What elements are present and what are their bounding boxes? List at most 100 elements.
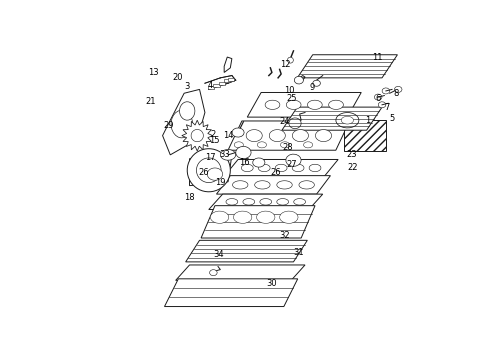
Polygon shape [292, 164, 304, 172]
Polygon shape [293, 130, 309, 141]
Polygon shape [228, 78, 234, 81]
Polygon shape [207, 168, 222, 180]
Polygon shape [308, 100, 322, 109]
Text: 3: 3 [185, 82, 190, 91]
Polygon shape [214, 84, 220, 87]
Polygon shape [343, 120, 386, 151]
Polygon shape [210, 270, 217, 276]
Polygon shape [234, 211, 252, 223]
Polygon shape [210, 211, 229, 223]
Polygon shape [394, 86, 402, 93]
Polygon shape [175, 265, 305, 280]
Polygon shape [329, 100, 343, 109]
Polygon shape [242, 164, 253, 172]
Polygon shape [191, 130, 203, 142]
Polygon shape [246, 130, 262, 141]
Polygon shape [374, 94, 382, 100]
Text: 33: 33 [219, 150, 229, 159]
Polygon shape [316, 130, 332, 141]
Polygon shape [257, 211, 275, 223]
Polygon shape [382, 88, 390, 94]
Polygon shape [182, 120, 213, 151]
Text: 13: 13 [148, 68, 159, 77]
Text: 25: 25 [287, 94, 297, 103]
Text: 20: 20 [172, 73, 183, 82]
Polygon shape [286, 100, 301, 109]
Polygon shape [228, 121, 350, 150]
Polygon shape [220, 149, 236, 160]
Polygon shape [265, 100, 280, 109]
Polygon shape [201, 206, 315, 238]
Text: 2: 2 [210, 130, 215, 139]
Polygon shape [304, 142, 313, 148]
Text: 32: 32 [279, 231, 290, 240]
Polygon shape [190, 155, 232, 186]
Polygon shape [224, 159, 338, 176]
Text: 1: 1 [365, 116, 370, 125]
Polygon shape [275, 164, 287, 172]
Text: 6: 6 [375, 94, 381, 103]
Polygon shape [277, 181, 292, 189]
Polygon shape [219, 82, 225, 85]
Polygon shape [243, 199, 255, 205]
Polygon shape [233, 181, 248, 189]
Text: 14: 14 [223, 131, 234, 140]
Text: 22: 22 [347, 163, 358, 172]
Polygon shape [277, 199, 289, 205]
Polygon shape [294, 76, 303, 84]
Polygon shape [260, 199, 271, 205]
Polygon shape [217, 176, 330, 194]
Text: 11: 11 [372, 53, 383, 62]
Polygon shape [165, 279, 298, 307]
Polygon shape [186, 240, 307, 262]
Polygon shape [236, 147, 251, 159]
Polygon shape [341, 116, 354, 124]
Text: 21: 21 [146, 97, 156, 106]
Polygon shape [288, 57, 294, 63]
Text: 5: 5 [390, 114, 394, 123]
Text: 28: 28 [283, 143, 294, 152]
Polygon shape [224, 80, 230, 82]
Text: 16: 16 [239, 158, 249, 167]
Polygon shape [299, 181, 315, 189]
Polygon shape [196, 158, 221, 183]
Polygon shape [255, 181, 270, 189]
Polygon shape [247, 93, 361, 117]
Polygon shape [257, 142, 267, 148]
Polygon shape [232, 128, 244, 137]
Text: 27: 27 [287, 160, 297, 169]
Polygon shape [208, 86, 214, 89]
Text: 12: 12 [280, 60, 291, 69]
Text: 23: 23 [347, 150, 357, 159]
Text: 15: 15 [209, 136, 220, 145]
Polygon shape [313, 80, 320, 86]
Polygon shape [286, 154, 301, 166]
Polygon shape [289, 118, 301, 129]
Polygon shape [209, 194, 323, 210]
Text: 9: 9 [309, 82, 315, 91]
Polygon shape [226, 199, 238, 205]
Text: 8: 8 [393, 89, 398, 98]
Polygon shape [187, 149, 230, 192]
Text: 17: 17 [205, 153, 216, 162]
Polygon shape [280, 142, 290, 148]
Polygon shape [258, 164, 270, 172]
Text: 29: 29 [164, 121, 174, 130]
Polygon shape [171, 110, 193, 138]
Text: 26: 26 [199, 168, 209, 177]
Polygon shape [253, 158, 265, 167]
Text: 26: 26 [270, 168, 281, 177]
Text: 24: 24 [280, 117, 290, 126]
Text: 10: 10 [284, 86, 294, 95]
Polygon shape [224, 57, 232, 72]
Polygon shape [180, 102, 195, 120]
Text: 30: 30 [267, 279, 277, 288]
Text: 4: 4 [208, 81, 213, 90]
Text: 34: 34 [214, 251, 224, 260]
Polygon shape [297, 55, 397, 78]
Text: 31: 31 [294, 248, 304, 257]
Polygon shape [270, 130, 285, 141]
Polygon shape [378, 102, 386, 108]
Polygon shape [234, 142, 244, 148]
Polygon shape [163, 89, 205, 155]
